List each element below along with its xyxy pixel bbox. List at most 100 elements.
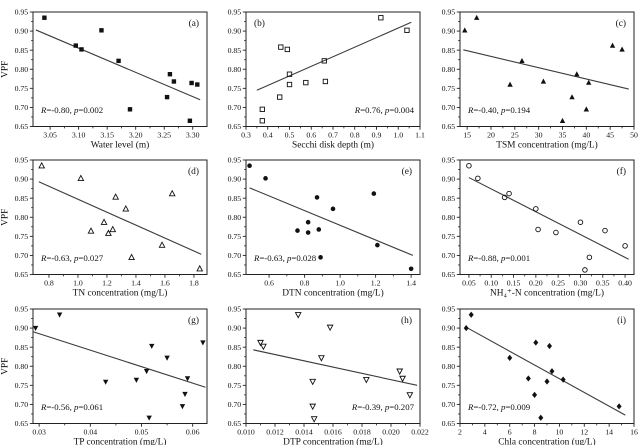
x-tick-label: 30	[534, 131, 542, 140]
panel-g: 0.03 0.04 0.05 0.06 0.65 0.70 0.75 0.80 0.85 0.90…	[0, 297, 213, 445]
y-tick-label: 0.70	[441, 251, 455, 260]
trend-line	[38, 181, 202, 256]
stats-text: R=-0.56, p=0.061	[40, 402, 103, 412]
data-point-marker	[616, 402, 622, 410]
y-tick-label: 0.95	[228, 304, 242, 313]
x-tick-label: 0.7	[328, 131, 338, 140]
y-tick-label: 0.80	[228, 65, 242, 74]
y-tick-label: 0.70	[228, 400, 242, 409]
stats-text: R=-0.40, p=0.194	[467, 105, 531, 115]
data-point-marker	[295, 311, 302, 319]
y-tick-label: 0.75	[441, 84, 455, 93]
data-point-marker	[127, 107, 133, 112]
data-point-marker	[112, 193, 120, 200]
data-point-marker	[77, 174, 85, 182]
data-point-marker	[196, 265, 204, 272]
data-point-marker	[507, 81, 513, 87]
x-tick-label: 0.03	[32, 427, 46, 436]
trend-line	[464, 325, 626, 416]
data-point-marker	[164, 94, 170, 100]
data-point-marker	[501, 194, 508, 201]
x-tick-label: 20	[487, 131, 495, 140]
data-point-marker	[465, 163, 472, 169]
x-tick-label: 1.0	[336, 279, 346, 288]
stats-text: R=-0.80, p=0.002	[40, 105, 103, 115]
panel-a: 3.05 3.10 3.15 3.20 3.25 3.30 0.65 0.70 0.75 0.80…	[0, 0, 213, 150]
y-tick-label: 0.80	[441, 362, 455, 371]
stats-text: R=-0.39, p=0.207	[351, 402, 415, 412]
data-point-marker	[171, 79, 177, 84]
data-point-marker	[306, 230, 311, 236]
x-tick-label: 3.30	[186, 131, 200, 140]
trend-line	[468, 177, 629, 261]
trend-line	[253, 348, 418, 386]
y-tick-label: 0.85	[441, 46, 455, 55]
data-point-marker	[79, 47, 84, 52]
x-tick-label: 0.05	[462, 279, 476, 288]
x-axis-label: DTP concentration (mg/L)	[284, 436, 384, 445]
data-point-marker	[363, 376, 371, 384]
x-tick-label: 0.9	[372, 131, 382, 140]
data-point-marker	[406, 391, 414, 399]
y-tick-label: 0.65	[441, 270, 455, 279]
data-point-marker	[309, 403, 317, 410]
y-tick-label: 0.80	[228, 213, 242, 222]
y-tick-label: 0.85	[228, 342, 242, 351]
x-tick-label: 4	[483, 427, 487, 436]
data-point-marker	[109, 225, 117, 233]
data-point-marker	[149, 343, 155, 349]
x-tick-label: 1.0	[73, 279, 83, 288]
y-tick-label: 0.80	[441, 65, 455, 74]
x-tick-label: 1.1	[415, 131, 425, 140]
x-tick-label: 3.10	[72, 131, 86, 140]
panel-e: 0.6 0.8 1.0 1.2 1.4 0.65 0.70 0.75 0.80 0.85 0.90 0…	[213, 148, 426, 299]
data-point-marker	[532, 206, 539, 212]
data-point-marker	[621, 243, 628, 249]
y-tick-label: 0.80	[15, 213, 29, 222]
panel-f: 0.05 0.10 0.15 0.20 0.25 0.30 0.35 0.40 0.65 0.70…	[427, 148, 640, 299]
x-axis-label: TN concentration (mg/L)	[73, 288, 168, 299]
data-point-marker	[38, 162, 46, 169]
y-axis-label: VPF	[1, 209, 11, 226]
panel-i: 2 4 6 8 10 12 14 16 0.65 0.70 0.75 0.80 0.85 0.90 0.95…	[427, 297, 640, 445]
y-tick-label: 0.75	[228, 232, 242, 241]
data-point-marker	[552, 230, 559, 236]
data-point-marker	[146, 415, 152, 421]
y-tick-label: 0.70	[228, 251, 242, 260]
trend-line	[35, 29, 201, 101]
data-point-marker	[99, 28, 104, 33]
y-tick-label: 0.70	[15, 251, 29, 260]
data-point-marker	[326, 324, 334, 331]
data-point-marker	[318, 354, 326, 362]
x-tick-label: 45	[606, 131, 614, 140]
data-point-marker	[133, 377, 140, 383]
y-tick-label: 0.85	[441, 342, 455, 351]
x-tick-label: 35	[558, 131, 566, 140]
data-point-marker	[287, 81, 293, 88]
y-tick-label: 0.90	[441, 323, 455, 332]
y-tick-label: 0.90	[228, 323, 242, 332]
data-point-marker	[546, 342, 552, 349]
data-point-marker	[573, 71, 580, 77]
data-point-marker	[534, 227, 541, 233]
y-tick-label: 0.95	[441, 156, 455, 165]
x-tick-label: 40	[582, 131, 590, 140]
y-tick-label: 0.80	[228, 362, 242, 371]
x-tick-label: 0.018	[354, 427, 372, 436]
y-tick-label: 0.70	[441, 103, 455, 112]
y-tick-label: 0.85	[15, 342, 29, 351]
x-tick-label: 12	[580, 427, 588, 436]
y-tick-label: 0.85	[15, 46, 29, 55]
panel-letter: (e)	[402, 166, 412, 177]
y-tick-label: 0.90	[15, 175, 29, 184]
y-tick-label: 0.95	[15, 304, 29, 313]
trend-line	[33, 331, 206, 388]
y-tick-label: 0.70	[15, 103, 29, 112]
data-point-marker	[540, 78, 546, 84]
stats-text: R=0.76, p=0.004	[354, 105, 415, 115]
data-point-marker	[187, 118, 193, 123]
data-point-marker	[182, 391, 188, 397]
y-axis-label: VPF	[1, 357, 11, 374]
x-tick-label: 1.4	[131, 279, 141, 288]
data-point-marker	[581, 267, 588, 273]
